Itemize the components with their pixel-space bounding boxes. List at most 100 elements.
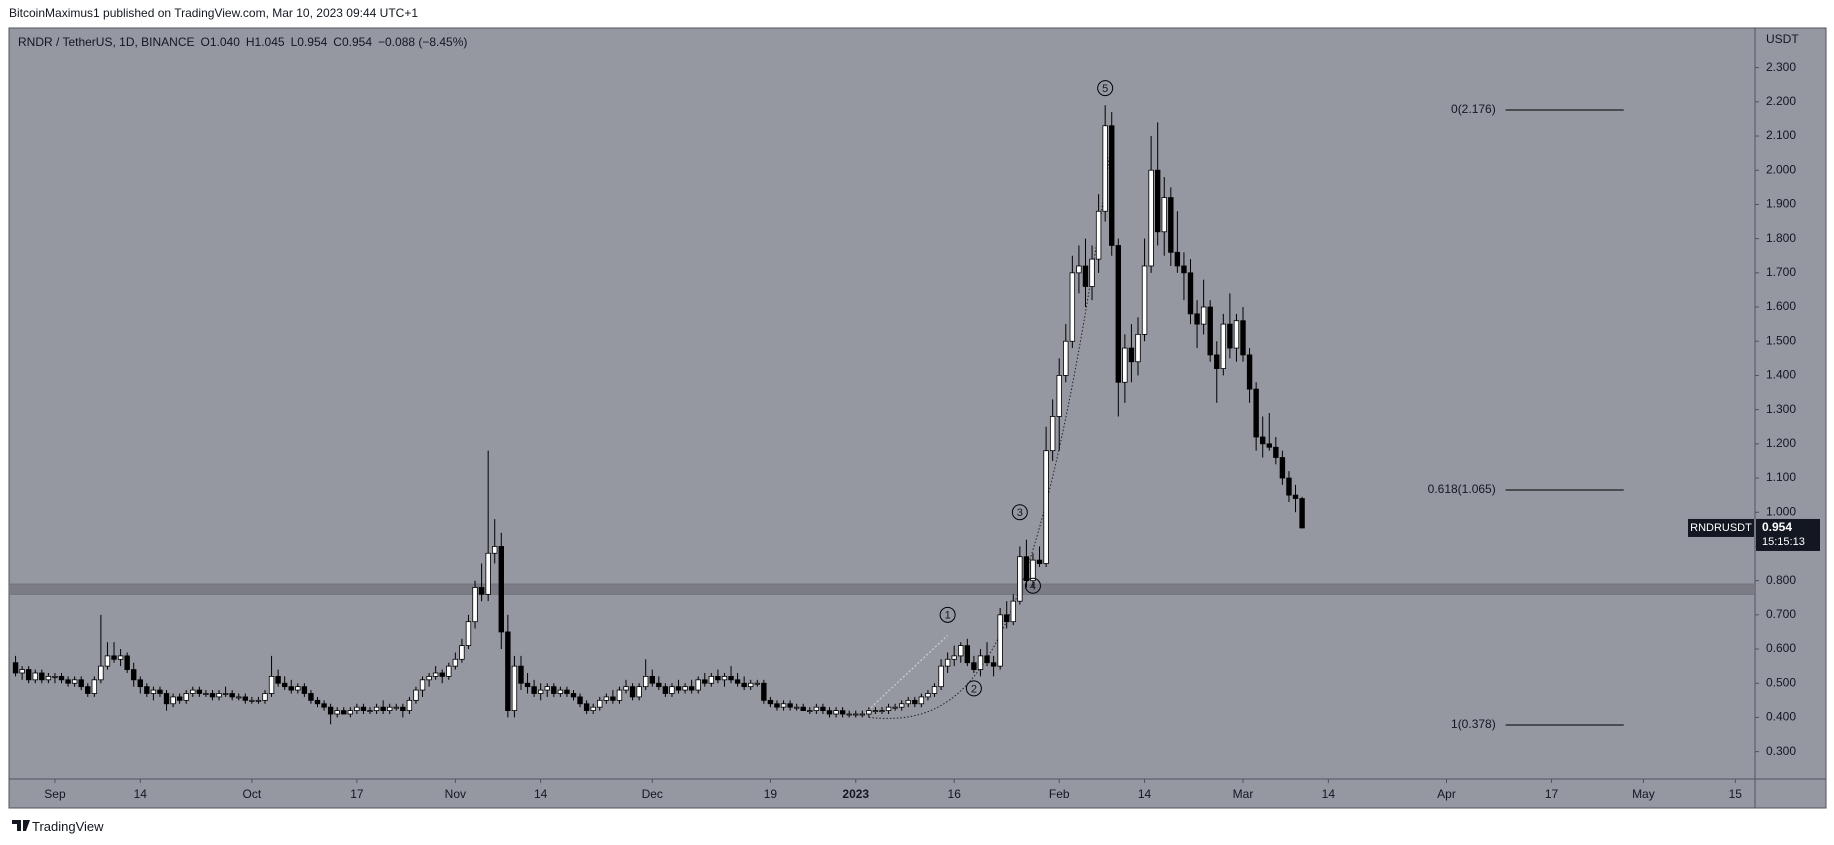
x-tick-label: 2023: [842, 787, 869, 801]
candle-body: [1227, 323, 1233, 349]
candle-body: [255, 699, 262, 702]
candle-body: [866, 710, 872, 715]
candle-body: [1128, 347, 1135, 363]
candle-body: [1233, 320, 1240, 349]
y-tick-label: 1.600: [1766, 299, 1796, 313]
y-tick-label: 1.000: [1766, 504, 1796, 518]
candle-body: [288, 686, 294, 691]
wave-label: 4: [1030, 581, 1036, 593]
candle-body: [597, 699, 603, 708]
candle-body: [117, 655, 124, 660]
candle-body: [590, 706, 596, 711]
candle-body: [813, 706, 820, 711]
candle-body: [715, 675, 721, 681]
candle-body: [682, 686, 688, 691]
candle-body: [662, 686, 669, 694]
candle-body: [1214, 354, 1220, 369]
candle-body: [19, 669, 25, 674]
candle-body: [1076, 265, 1082, 274]
candle-body: [341, 710, 347, 715]
candle-body: [400, 706, 406, 711]
candle-body: [951, 655, 957, 660]
candle-body: [465, 621, 472, 647]
candle-body: [32, 672, 38, 681]
wave-label: 1: [945, 610, 951, 622]
candle-body: [111, 655, 117, 660]
ohlc-value: 0.954: [341, 35, 372, 49]
y-tick-label: 2.100: [1766, 128, 1796, 142]
y-tick-label: 2.000: [1766, 162, 1796, 176]
candle-body: [564, 689, 570, 694]
x-tick-label: 17: [1545, 787, 1559, 801]
wave-curve: [861, 634, 948, 717]
candle-body: [1220, 323, 1227, 369]
x-tick-label: Sep: [44, 787, 66, 801]
ticker-label: RNDRUSDT: [1690, 522, 1752, 534]
candle-body: [262, 693, 268, 701]
candle-body: [603, 696, 610, 701]
candle-body: [1266, 443, 1272, 448]
candle-body: [65, 679, 71, 684]
y-tick-label: 0.300: [1766, 744, 1796, 758]
candle-body: [354, 706, 360, 711]
ohlc-value: 1.040: [209, 35, 240, 49]
candle-body: [1273, 446, 1279, 458]
candle-body: [551, 686, 557, 694]
candle-body: [518, 665, 524, 684]
x-tick-label: Mar: [1233, 787, 1254, 801]
candle-body: [452, 658, 459, 667]
y-tick-label: 1.800: [1766, 231, 1796, 245]
candle-body: [216, 693, 222, 698]
x-tick-label: 14: [134, 787, 148, 801]
candle-body: [321, 703, 327, 708]
candle-body: [58, 675, 65, 681]
symbol: RNDR / TetherUS, 1D, BINANCE: [18, 35, 195, 49]
candle-body: [1168, 197, 1174, 253]
candle-body: [846, 713, 852, 716]
candle-body: [209, 693, 216, 698]
candle-body: [314, 699, 321, 705]
candle-body: [1122, 347, 1128, 383]
candle-body: [997, 614, 1003, 667]
candle-body: [708, 675, 715, 684]
candle-body: [793, 706, 800, 709]
candle-body: [380, 706, 386, 711]
candle-body: [656, 682, 662, 688]
candle-body: [492, 546, 498, 554]
candle-body: [649, 675, 655, 684]
candle-body: [1043, 450, 1049, 564]
candle-body: [1004, 614, 1010, 623]
candle-body: [249, 699, 255, 702]
y-tick-label: 1.200: [1766, 436, 1796, 450]
candle-body: [1010, 600, 1016, 623]
candle-body: [780, 703, 787, 708]
countdown: 15:15:13: [1762, 536, 1805, 548]
footer: TradingView: [32, 819, 104, 834]
candle-body: [52, 675, 58, 678]
fib-label: 0.618(1.065): [1428, 482, 1496, 496]
candle-body: [787, 703, 793, 708]
y-tick-label: 2.300: [1766, 60, 1796, 74]
candle-body: [1023, 556, 1030, 582]
candle-body: [1174, 251, 1181, 267]
candle-body: [918, 696, 925, 705]
candle-body: [1246, 354, 1253, 390]
candle-body: [222, 693, 229, 695]
candle-body: [616, 689, 623, 701]
candle-body: [958, 645, 964, 657]
plot: 0(2.176) 0.618(1.065) 1(0.378) 1 2 3 4 5: [9, 80, 1755, 731]
x-tick-label: Oct: [243, 787, 262, 801]
candle-body: [360, 706, 367, 711]
logo: [12, 820, 30, 831]
ohlc-value: −0.088 (−8.45%): [378, 35, 468, 49]
candle-body: [71, 679, 78, 684]
y-tick-label: 1.300: [1766, 402, 1796, 416]
candle-body: [537, 689, 544, 694]
candle-body: [1286, 477, 1292, 496]
candle-body: [728, 675, 734, 681]
candle-body: [268, 675, 275, 694]
candle-body: [39, 672, 45, 681]
x-tick-label: 19: [764, 787, 778, 801]
ohlc-key: C: [333, 35, 342, 49]
fib-label: 0(2.176): [1451, 102, 1496, 116]
